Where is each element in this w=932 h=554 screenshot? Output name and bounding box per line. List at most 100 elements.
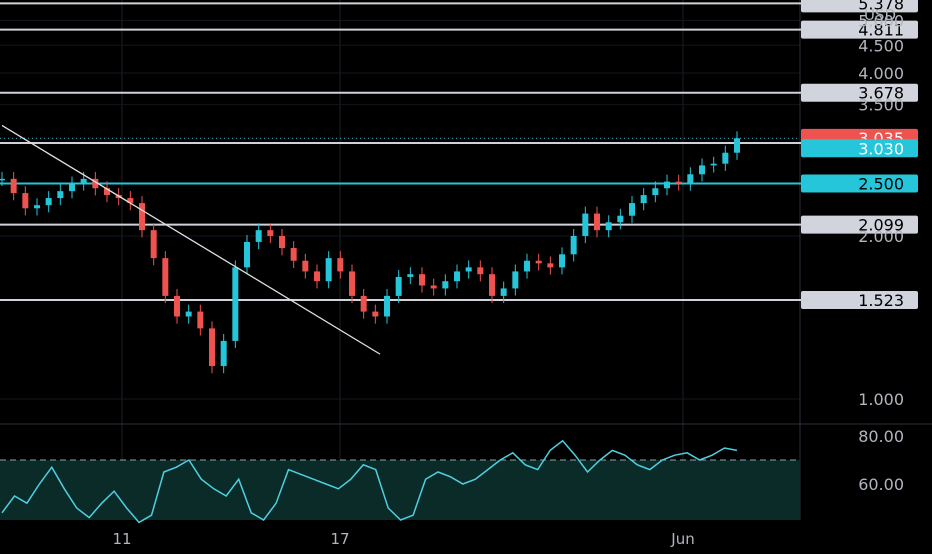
price-line-label: 1.523 xyxy=(858,291,904,310)
rsi-line xyxy=(1,439,738,524)
x-tick-label: 17 xyxy=(330,530,349,548)
candle-body xyxy=(104,188,110,196)
price-line-label-box xyxy=(801,0,918,13)
candle-body xyxy=(220,340,227,367)
candle-body xyxy=(710,163,717,166)
candle-body xyxy=(232,267,239,341)
candle-body xyxy=(454,271,460,282)
candle-body xyxy=(22,193,29,209)
candle-body xyxy=(174,295,180,317)
y-tick-label: 3.500 xyxy=(858,95,904,114)
candle-body xyxy=(57,191,64,199)
candle-body xyxy=(290,248,297,261)
candle-body xyxy=(524,260,530,272)
candle-body xyxy=(605,222,612,231)
candle-body xyxy=(500,288,507,296)
rsi-tick-label: 80.00 xyxy=(858,427,904,446)
price-line-label: 5.378 xyxy=(858,0,904,13)
candle-body xyxy=(640,195,647,204)
price-line-label-box xyxy=(801,215,918,234)
candle-body xyxy=(594,213,600,231)
candle-body xyxy=(570,235,577,255)
candle-body xyxy=(302,260,309,272)
time-axis: 11 17 Jun xyxy=(112,530,694,548)
candle-body xyxy=(547,263,554,268)
rsi-panel: 80.00 60.00 xyxy=(0,427,904,524)
candle-body xyxy=(629,203,635,216)
candle-body xyxy=(185,311,192,317)
candle-body xyxy=(512,271,519,289)
candle-body xyxy=(675,181,682,184)
candle-body xyxy=(489,274,495,296)
last-price-box xyxy=(801,139,918,158)
candle-body xyxy=(722,152,729,164)
candle-body xyxy=(197,311,204,329)
candle-body xyxy=(69,183,75,192)
price-line-label-box xyxy=(801,291,918,310)
candle-body xyxy=(664,181,670,189)
candle-body xyxy=(384,295,390,317)
rsi-tick-label: 60.00 xyxy=(858,475,904,494)
candle-body xyxy=(559,254,565,268)
candle-body xyxy=(349,271,355,296)
y-tick-label: 1.000 xyxy=(858,390,904,409)
price-line-label: 4.811 xyxy=(858,21,904,40)
candle-body xyxy=(325,258,332,282)
x-tick-label: 11 xyxy=(112,530,131,548)
price-line-label: 2.099 xyxy=(858,216,904,235)
y-tick-label: 4.000 xyxy=(858,64,904,83)
price-axis: 5.3784.8113.6782.9702.5002.0991.5233.035… xyxy=(800,0,918,409)
candle-body xyxy=(699,165,705,175)
candle-body xyxy=(360,295,367,312)
price-line-label-box xyxy=(801,20,918,39)
candle-body xyxy=(279,235,285,249)
price-line-label: 2.500 xyxy=(858,175,904,194)
candle-body xyxy=(582,213,589,236)
candle-body xyxy=(139,203,145,231)
candle-body xyxy=(430,285,437,289)
candle-body xyxy=(652,188,659,196)
candle-body xyxy=(150,230,157,259)
candle-body xyxy=(465,267,472,272)
last-price-label: 3.030 xyxy=(858,139,904,158)
candle-body xyxy=(314,271,320,282)
price-line-label-box xyxy=(801,83,918,102)
candle-body xyxy=(162,258,169,296)
candle-body xyxy=(477,267,484,275)
candle-body xyxy=(45,198,52,206)
candle-body xyxy=(34,205,40,209)
candle-body xyxy=(442,281,449,289)
candle-body xyxy=(10,178,17,194)
candle-body xyxy=(127,198,134,204)
y-tick-label: 4.500 xyxy=(858,36,904,55)
candle-body xyxy=(687,174,694,184)
candle-body xyxy=(734,138,740,153)
price-lines xyxy=(0,2,800,302)
x-tick-label: Jun xyxy=(670,530,694,548)
candles xyxy=(0,131,740,374)
candle-body xyxy=(255,230,262,242)
y-tick-label: 2.000 xyxy=(858,227,904,246)
price-line-label: 3.678 xyxy=(858,84,904,103)
price-line-label-box xyxy=(801,174,918,193)
candle-body xyxy=(372,311,379,317)
candle-body xyxy=(244,241,250,268)
candle-body xyxy=(337,258,344,272)
candle-body xyxy=(419,274,425,286)
candle-body xyxy=(209,328,215,367)
candle-body xyxy=(535,260,542,264)
y-tick-label: 5.000 xyxy=(858,12,904,31)
candle-body xyxy=(267,230,274,236)
candle-body xyxy=(0,178,5,181)
candle-body xyxy=(395,276,402,296)
candle-body xyxy=(617,215,624,223)
candle-body xyxy=(407,274,414,277)
candle-body xyxy=(92,178,99,189)
candle-body xyxy=(80,178,87,184)
trendline-line xyxy=(1,124,381,355)
trendline xyxy=(1,124,381,355)
currency-label: USD xyxy=(864,6,896,24)
